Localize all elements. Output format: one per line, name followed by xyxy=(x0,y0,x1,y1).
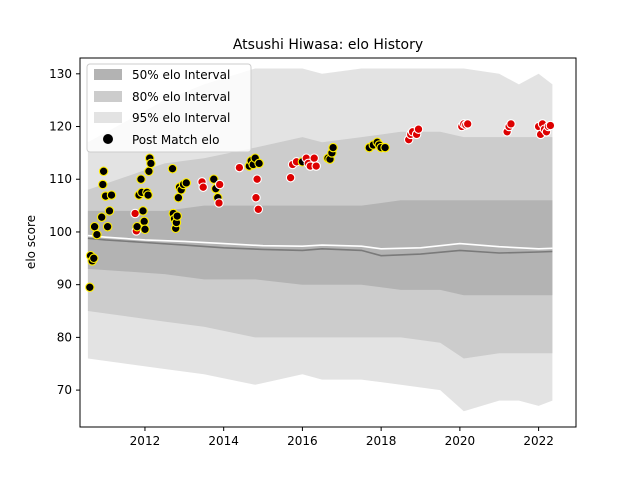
legend-swatch-50 xyxy=(94,69,122,80)
point-loss xyxy=(136,174,146,184)
y-tick-label: 90 xyxy=(57,278,72,292)
point-loss xyxy=(380,142,390,153)
point-win xyxy=(130,208,140,219)
point-loss xyxy=(98,166,109,177)
point-loss xyxy=(85,282,95,293)
x-tick-label: 2022 xyxy=(523,434,554,448)
point-win xyxy=(214,198,224,208)
y-axis-label: elo score xyxy=(24,215,38,269)
legend-label-point: Post Match elo xyxy=(132,133,219,147)
legend-box xyxy=(86,63,252,153)
point-win xyxy=(214,179,225,190)
y-tick-label: 130 xyxy=(49,67,72,81)
point-loss xyxy=(89,253,99,264)
point-win xyxy=(253,204,264,215)
point-loss xyxy=(144,166,154,177)
point-win xyxy=(506,119,516,129)
x-tick-label: 2018 xyxy=(366,434,397,448)
point-win xyxy=(462,119,473,129)
x-tick-label: 2016 xyxy=(287,434,318,448)
point-win xyxy=(311,161,321,171)
point-win xyxy=(545,120,556,131)
legend-label-50: 50% elo Interval xyxy=(132,68,230,82)
point-loss xyxy=(172,211,182,221)
band-50 xyxy=(87,200,553,296)
point-loss xyxy=(102,221,113,232)
point-win xyxy=(413,124,424,134)
post-match-points xyxy=(85,119,556,293)
mean-line xyxy=(87,234,553,250)
point-loss xyxy=(181,178,192,188)
point-loss xyxy=(173,192,184,203)
y-tick-label: 120 xyxy=(49,120,72,134)
point-loss xyxy=(138,206,148,216)
axes-frame xyxy=(79,57,577,428)
x-axis: 2012 2014 2016 2018 2020 2022 xyxy=(130,427,554,448)
point-loss xyxy=(89,221,100,232)
point-win xyxy=(309,153,319,163)
point-loss xyxy=(143,190,153,200)
y-tick-label: 70 xyxy=(57,383,72,397)
point-win xyxy=(285,172,296,183)
legend-swatch-95 xyxy=(94,112,122,123)
point-loss xyxy=(132,221,142,232)
legend: 50% elo Interval 80% elo Interval 95% el… xyxy=(86,63,252,153)
legend-swatch-80 xyxy=(94,91,122,102)
point-loss xyxy=(104,206,115,216)
point-loss xyxy=(92,229,102,240)
x-tick-label: 2012 xyxy=(130,434,161,448)
point-loss xyxy=(146,158,156,169)
point-loss xyxy=(139,216,149,227)
point-win xyxy=(251,192,261,203)
y-tick-label: 110 xyxy=(49,172,72,186)
x-tick-label: 2020 xyxy=(445,434,476,448)
point-loss xyxy=(209,174,219,184)
point-loss xyxy=(96,212,107,222)
plot-area xyxy=(85,68,556,412)
point-loss xyxy=(106,190,117,200)
chart-title: Atsushi Hiwasa: elo History xyxy=(233,37,423,53)
point-win xyxy=(234,162,245,173)
point-loss xyxy=(254,158,264,169)
point-win xyxy=(198,182,208,192)
y-tick-label: 100 xyxy=(49,225,72,239)
legend-marker-point xyxy=(103,134,113,144)
point-win xyxy=(252,174,262,184)
point-loss xyxy=(140,224,150,235)
median-line xyxy=(87,237,553,257)
x-tick-label: 2014 xyxy=(208,434,239,448)
point-loss xyxy=(328,142,338,153)
legend-label-80: 80% elo Interval xyxy=(132,90,230,104)
point-loss xyxy=(167,163,178,174)
point-loss xyxy=(98,179,108,190)
y-tick-label: 80 xyxy=(57,330,72,344)
legend-label-95: 95% elo Interval xyxy=(132,111,230,125)
y-axis: 70 80 90 100 110 120 130 xyxy=(49,67,80,397)
